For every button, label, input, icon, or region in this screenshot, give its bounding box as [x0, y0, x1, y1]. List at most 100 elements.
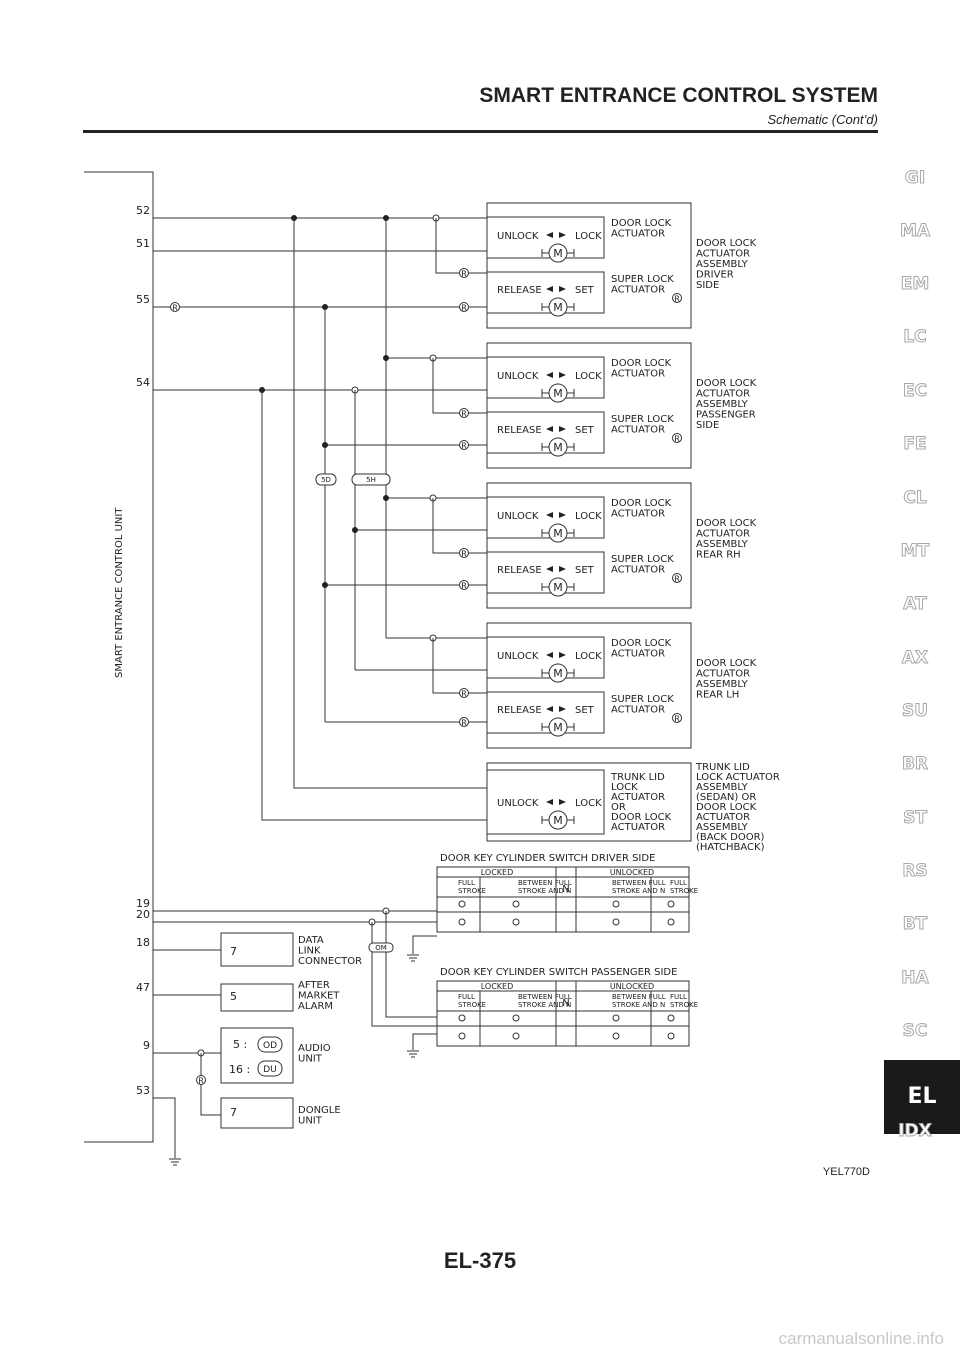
aftermarket-alarm-label: ALARM [298, 1001, 333, 1012]
wire [432, 358, 487, 414]
relay-icon: R [172, 303, 178, 312]
trunk-assembly-name: (SEDAN) OR [696, 792, 756, 803]
door-actuator-block [486, 342, 692, 469]
connector-point [667, 900, 675, 908]
tab-ec[interactable]: EC [902, 381, 928, 402]
relay-icon [672, 293, 682, 303]
switch-col: FULL [458, 879, 475, 887]
figure-id: YEL770D [822, 1166, 870, 1178]
wire [200, 1053, 221, 1116]
relay-icon [196, 1075, 206, 1085]
actuator-label: SET [575, 425, 595, 436]
switch-col: BETWEEN FULL [612, 879, 666, 887]
junction-dot [322, 582, 328, 588]
tab-rs[interactable]: RS [902, 861, 928, 882]
super-lock-actuator [486, 551, 605, 594]
tab-em[interactable]: EM [900, 274, 930, 295]
tab-fe[interactable]: FE [903, 434, 927, 455]
switch-neutral: N [562, 884, 569, 895]
connector-point [458, 918, 466, 926]
tab-lc[interactable]: LC [903, 327, 927, 348]
door-lock-actuator-name: ACTUATOR [611, 229, 665, 240]
wire [412, 935, 437, 954]
tab-ax[interactable]: AX [901, 648, 929, 669]
tab-br[interactable]: BR [901, 754, 929, 775]
actuator-label: LOCK [575, 651, 602, 662]
tab-el[interactable]: EL [884, 1060, 960, 1134]
connector-point [512, 900, 520, 908]
motor-icon: M [553, 301, 563, 314]
pin-number: 19 [136, 897, 150, 910]
audio-unit-box [220, 1027, 294, 1084]
tab-cl[interactable]: CL [903, 488, 927, 509]
tab-at[interactable]: AT [903, 594, 927, 615]
page-number: EL-375 [443, 1248, 517, 1273]
control-unit-label: SMART ENTRANCE CONTROL UNIT [114, 507, 125, 678]
motor-icon: M [553, 387, 563, 400]
door-lock-actuator [486, 496, 605, 539]
actuator-assembly-name: REAR RH [696, 550, 741, 561]
actuator-assembly-name: PASSENGER [696, 410, 756, 421]
tab-st[interactable]: ST [903, 808, 928, 829]
tab-mt[interactable]: MT [900, 541, 930, 562]
relay-icon [672, 713, 682, 723]
switch-unlocked: UNLOCKED [610, 868, 654, 877]
super-lock-actuator-name: SUPER LOCK [611, 274, 674, 285]
connector-om [368, 942, 394, 953]
connector-point [612, 900, 620, 908]
key-switch-table [436, 980, 690, 1047]
pin-number: 20 [136, 908, 150, 921]
key-switch-title: DOOR KEY CYLINDER SWITCH DRIVER SIDE [440, 853, 655, 864]
data-link-connector-value: 7 [230, 945, 237, 958]
tab-ma[interactable]: MA [899, 221, 931, 242]
tab-bt[interactable]: BT [902, 914, 928, 935]
tab-su[interactable]: SU [901, 701, 929, 722]
relay-icon: R [461, 303, 467, 312]
tab-idx[interactable]: IDX [898, 1121, 933, 1142]
connector-point [612, 918, 620, 926]
door-lock-actuator-name: DOOR LOCK [611, 498, 672, 509]
actuator-label: UNLOCK [497, 511, 539, 522]
door-lock-actuator-name: ACTUATOR [611, 649, 665, 660]
aftermarket-alarm-label: MARKET [298, 991, 340, 1002]
arrow-icon [546, 652, 553, 658]
connector-point [458, 1032, 466, 1040]
door-lock-actuator [486, 216, 605, 259]
wire [432, 638, 487, 694]
actuator-label: RELEASE [497, 285, 542, 296]
connector-point [512, 918, 520, 926]
motor-icon: M [553, 814, 563, 827]
super-lock-actuator-name: SUPER LOCK [611, 694, 674, 705]
audio-code-od: OD [263, 1041, 277, 1051]
watermark: carmanualsonline.info [778, 1329, 944, 1348]
junction-dot [352, 527, 358, 533]
actuator-assembly-name: DOOR LOCK [696, 658, 757, 669]
door-lock-actuator [486, 356, 605, 399]
audio-unit-pin: 5 : [233, 1038, 247, 1051]
relay-icon: R [461, 549, 467, 558]
wire [371, 922, 437, 1027]
tab-ha[interactable]: HA [901, 968, 929, 989]
connector-point [667, 1032, 675, 1040]
actuator-label: SET [575, 285, 595, 296]
connector-point [612, 1014, 620, 1022]
super-lock-actuator [486, 691, 605, 734]
trunk-actuator-name: DOOR LOCK [611, 812, 672, 823]
tab-sc[interactable]: SC [902, 1021, 928, 1042]
pin-number: 53 [136, 1084, 150, 1097]
trunk-actuator-name: ACTUATOR [611, 822, 665, 833]
door-actuator-block [486, 202, 692, 329]
data-link-connector-label: LINK [298, 946, 321, 957]
audio-code-od [257, 1036, 283, 1053]
trunk-assembly-name: TRUNK LID [695, 762, 750, 773]
audio-unit-pin: 16 : [229, 1063, 250, 1076]
connector-5h [351, 473, 391, 486]
switch-col: STROKE AND N [518, 1001, 571, 1009]
door-actuator-block [486, 622, 692, 749]
tab-gi[interactable]: GI [904, 168, 926, 189]
relay-icon: R [461, 441, 467, 450]
key-switch-title: DOOR KEY CYLINDER SWITCH PASSENGER SIDE [440, 967, 677, 978]
connector-point [667, 1014, 675, 1022]
super-lock-actuator [486, 411, 605, 454]
